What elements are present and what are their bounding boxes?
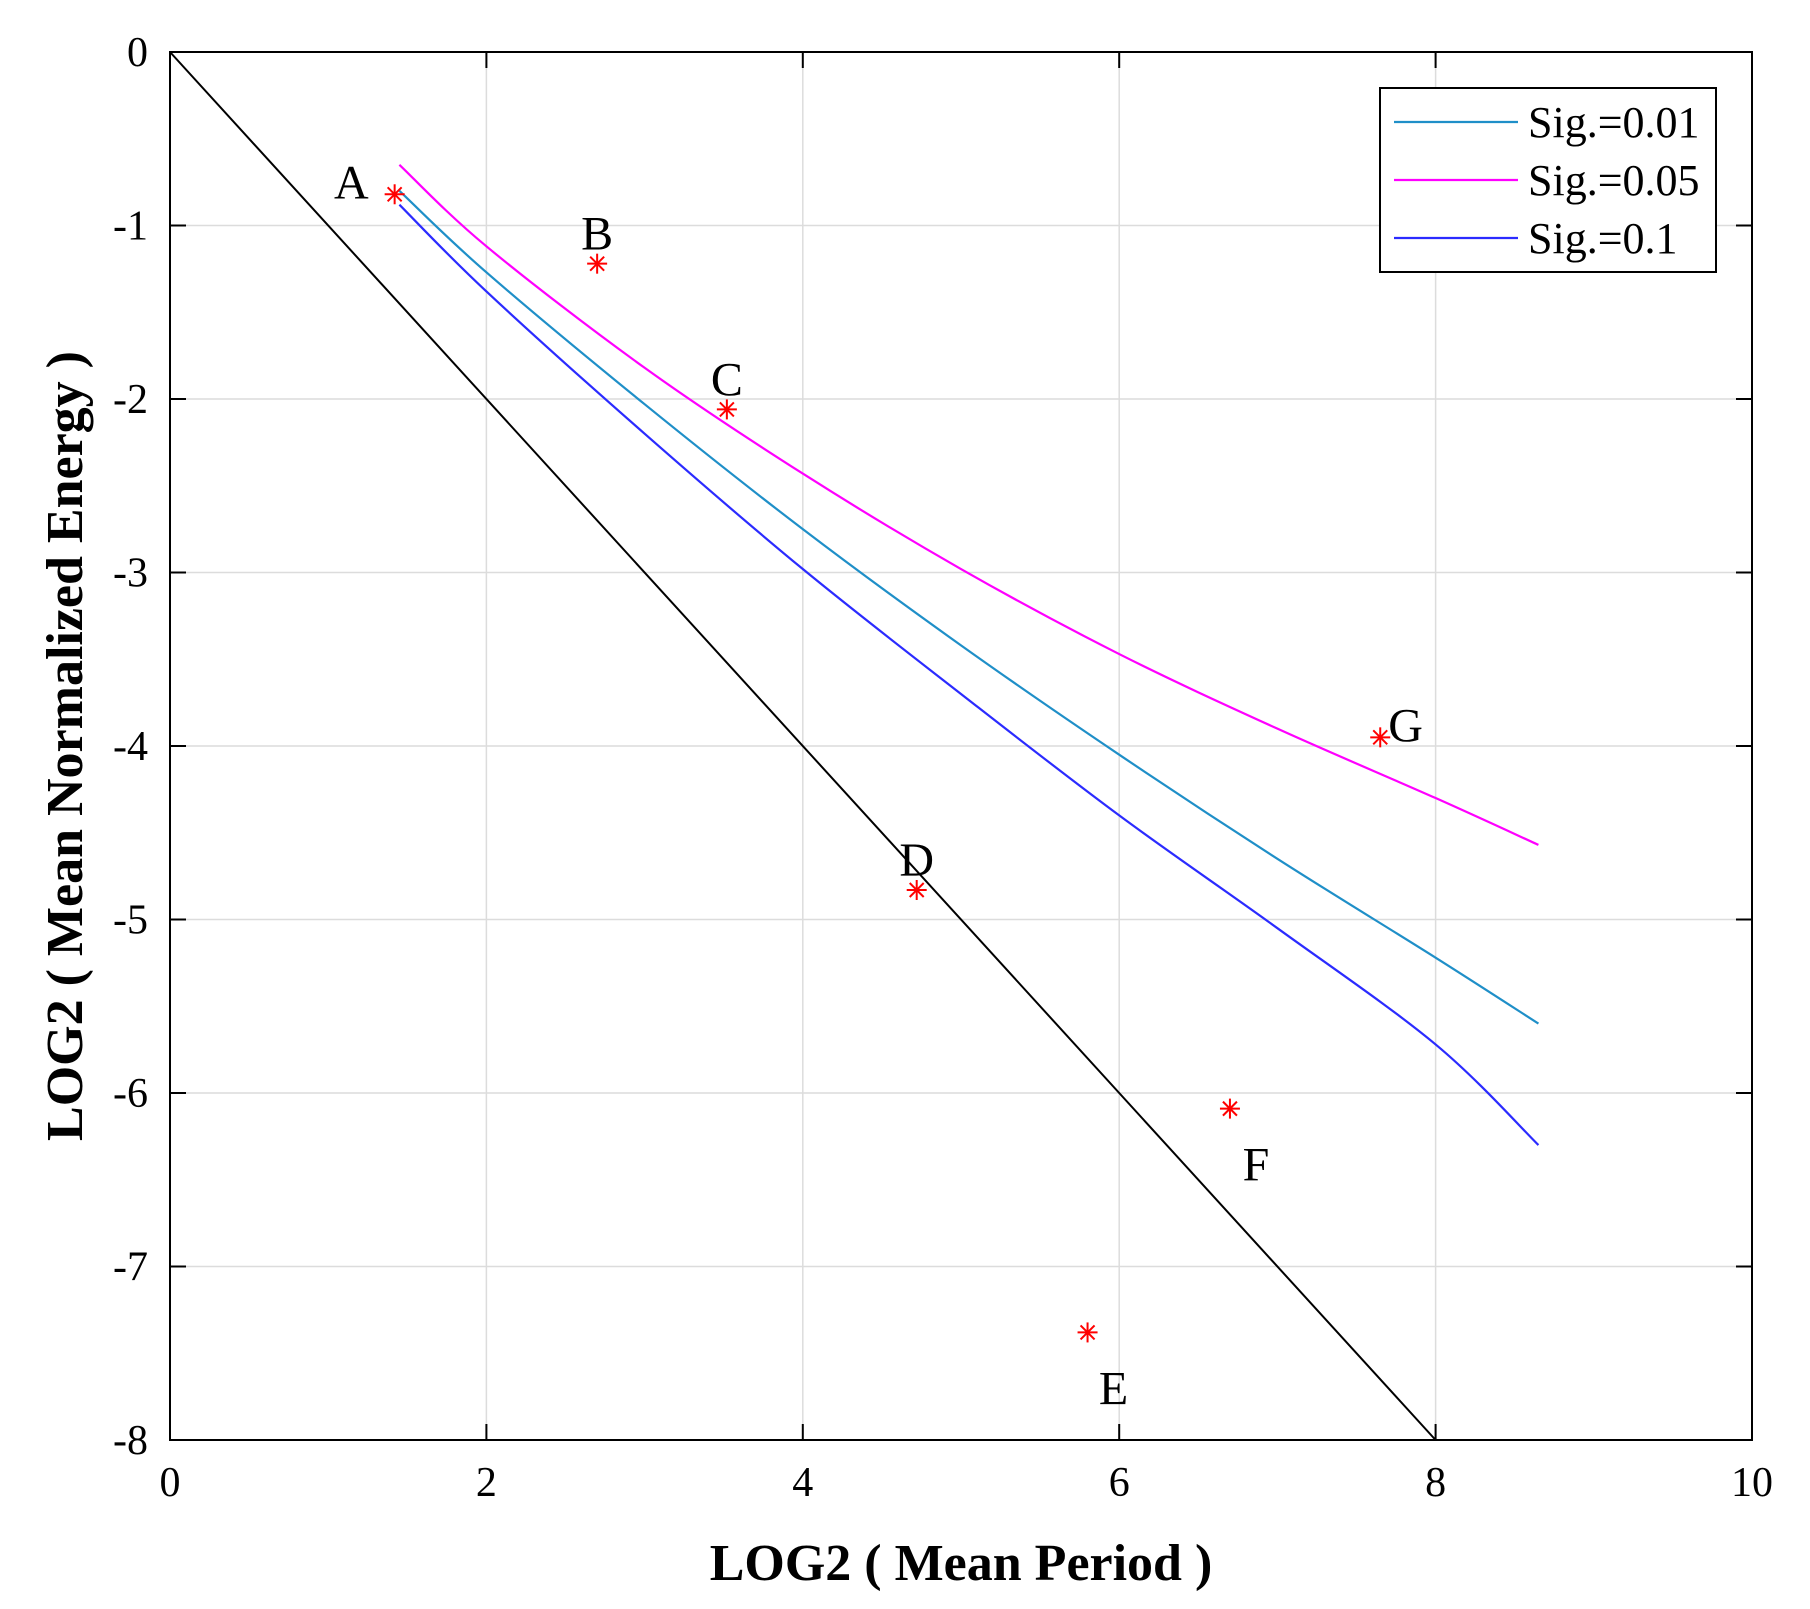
legend: Sig.=0.01 Sig.=0.05 Sig.=0.1 — [1379, 87, 1717, 273]
x-tick-label: 10 — [1731, 1460, 1773, 1506]
x-tick-label: 6 — [1109, 1460, 1130, 1506]
x-tick-label: 8 — [1425, 1460, 1446, 1506]
points-layer: A B C D E F G — [334, 156, 1423, 1415]
y-tick-label: -7 — [113, 1245, 148, 1291]
y-tick-label: -3 — [113, 551, 148, 597]
series-line-3 — [398, 203, 1540, 1146]
y-tick-label: -6 — [113, 1071, 148, 1117]
legend-label: Sig.=0.05 — [1528, 156, 1700, 205]
point-label-E: E — [1099, 1362, 1128, 1415]
y-tick-label: 0 — [127, 30, 148, 76]
point-marker-stroke — [908, 882, 925, 898]
axis-ticks: 0 2 4 6 8 10 0 -1 -2 -3 -4 -5 -6 -7 -8 — [113, 30, 1773, 1506]
point-label-G: G — [1388, 699, 1423, 752]
legend-item-1: Sig.=0.01 — [1394, 98, 1700, 147]
data-point-E: E — [1077, 1322, 1128, 1415]
data-point-G: G — [1370, 699, 1423, 752]
legend-label: Sig.=0.01 — [1528, 98, 1700, 147]
point-label-F: F — [1243, 1139, 1270, 1192]
data-point-D: D — [899, 834, 934, 901]
point-label-A: A — [334, 156, 369, 209]
point-marker-stroke — [719, 401, 735, 418]
x-tick-label: 4 — [792, 1460, 813, 1506]
point-marker-stroke — [1372, 729, 1388, 746]
y-tick-label: -5 — [113, 898, 148, 944]
reference-line-layer — [169, 51, 1437, 1441]
point-marker-stroke — [589, 255, 605, 272]
series-line-1 — [398, 189, 1540, 1025]
x-tick-label: 0 — [160, 1460, 181, 1506]
legend-item-2: Sig.=0.05 — [1394, 156, 1700, 205]
point-marker-stroke — [1222, 1100, 1238, 1117]
y-tick-label: -8 — [113, 1418, 148, 1464]
series-layer — [398, 163, 1540, 1146]
y-tick-label: -4 — [113, 724, 148, 770]
point-label-C: C — [711, 353, 743, 406]
y-tick-label: -1 — [113, 204, 148, 250]
x-axis-title: LOG2 ( Mean Period ) — [710, 1535, 1213, 1592]
point-label-D: D — [899, 834, 934, 887]
legend-label: Sig.=0.1 — [1528, 214, 1678, 263]
point-label-B: B — [581, 208, 613, 261]
reference-line — [169, 51, 1437, 1441]
legend-item-3: Sig.=0.1 — [1394, 214, 1678, 263]
point-marker-stroke — [1079, 1324, 1096, 1341]
data-point-F: F — [1219, 1098, 1270, 1192]
data-point-A: A — [334, 156, 405, 209]
series-line-2 — [398, 163, 1539, 846]
data-point-B: B — [581, 208, 613, 274]
data-point-C: C — [711, 353, 743, 420]
y-axis-title: LOG2 ( Mean Normalized Energy ) — [37, 351, 94, 1141]
y-tick-label: -2 — [113, 377, 148, 423]
point-marker-stroke — [386, 186, 403, 202]
x-tick-label: 2 — [476, 1460, 497, 1506]
